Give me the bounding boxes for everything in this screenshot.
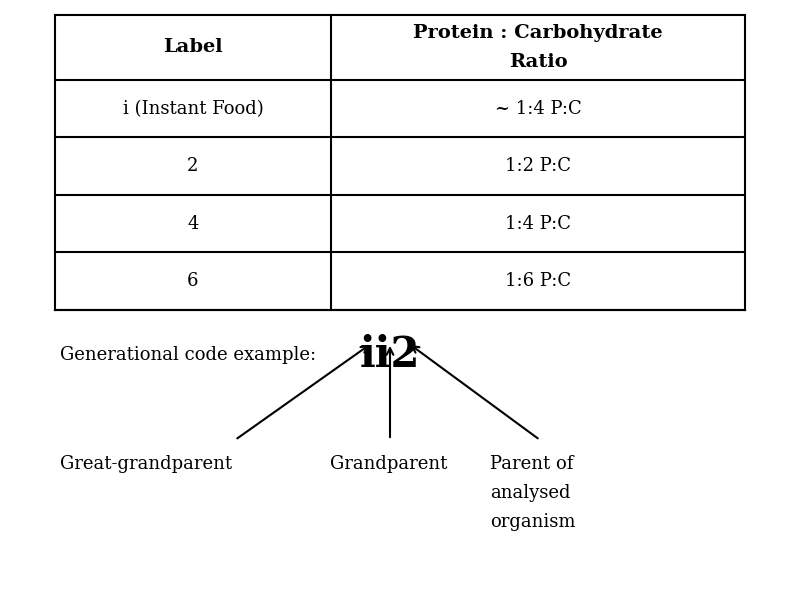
Text: Protein : Carbohydrate
Ratio: Protein : Carbohydrate Ratio [413,24,663,71]
Text: 1:4 P:C: 1:4 P:C [505,214,571,233]
Text: Great-grandparent: Great-grandparent [60,455,232,473]
Text: i (Instant Food): i (Instant Food) [122,99,263,117]
Text: Generational code example:: Generational code example: [60,346,322,364]
Text: ii2: ii2 [360,334,421,376]
Text: 1:6 P:C: 1:6 P:C [505,272,571,291]
Text: 1:2 P:C: 1:2 P:C [505,157,571,175]
Text: 4: 4 [187,214,198,233]
Text: Grandparent: Grandparent [330,455,447,473]
Text: 6: 6 [187,272,198,291]
Text: ~ 1:4 P:C: ~ 1:4 P:C [494,99,582,117]
Text: Label: Label [163,38,223,56]
Text: Parent of
analysed
organism: Parent of analysed organism [490,455,575,531]
Text: 2: 2 [187,157,198,175]
